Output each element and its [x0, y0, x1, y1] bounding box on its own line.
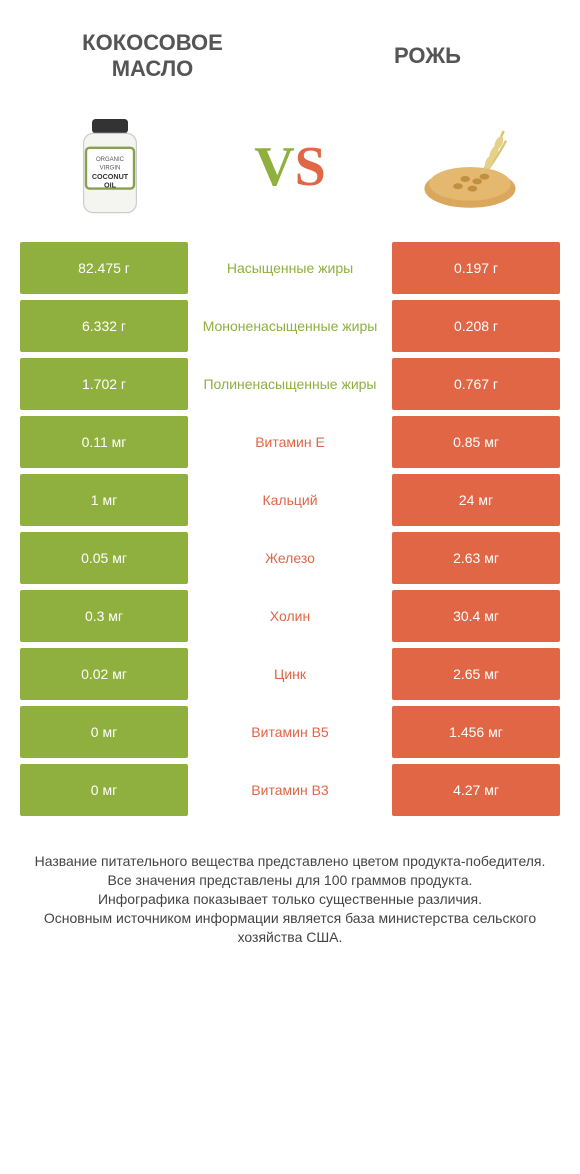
nutrient-label: Цинк: [188, 648, 392, 700]
svg-text:VIRGIN: VIRGIN: [100, 165, 121, 171]
left-product-title: Кокосовое масло: [40, 30, 265, 82]
rye-grain-icon: [410, 107, 530, 227]
table-row: 82.475 гНасыщенные жиры0.197 г: [20, 242, 560, 294]
right-value-cell: 1.456 мг: [392, 706, 560, 758]
footer-line: Все значения представлены для 100 граммо…: [30, 871, 550, 890]
table-row: 1.702 гПолиненасыщенные жиры0.767 г: [20, 358, 560, 410]
right-value-cell: 2.65 мг: [392, 648, 560, 700]
right-value-cell: 24 мг: [392, 474, 560, 526]
left-value-cell: 6.332 г: [20, 300, 188, 352]
coconut-oil-jar-icon: ORGANIC VIRGIN COCONUT OIL: [50, 107, 170, 227]
left-product-image: ORGANIC VIRGIN COCONUT OIL: [50, 107, 170, 227]
table-row: 0.11 мгВитамин E0.85 мг: [20, 416, 560, 468]
vs-s: S: [295, 136, 326, 198]
left-value-cell: 0.3 мг: [20, 590, 188, 642]
footer-line: Основным источником информации является …: [30, 909, 550, 947]
nutrient-label: Холин: [188, 590, 392, 642]
right-value-cell: 0.208 г: [392, 300, 560, 352]
footer-line: Инфографика показывает только существенн…: [30, 890, 550, 909]
table-row: 1 мгКальций24 мг: [20, 474, 560, 526]
comparison-table: 82.475 гНасыщенные жиры0.197 г 6.332 гМон…: [0, 242, 580, 816]
left-value-cell: 0 мг: [20, 706, 188, 758]
table-row: 0.05 мгЖелезо2.63 мг: [20, 532, 560, 584]
nutrient-label: Мононенасыщенные жиры: [188, 300, 392, 352]
right-value-cell: 0.197 г: [392, 242, 560, 294]
svg-text:OIL: OIL: [104, 180, 117, 189]
nutrient-label: Витамин B3: [188, 764, 392, 816]
left-value-cell: 0.02 мг: [20, 648, 188, 700]
svg-text:ORGANIC: ORGANIC: [96, 157, 125, 163]
right-value-cell: 30.4 мг: [392, 590, 560, 642]
nutrient-label: Железо: [188, 532, 392, 584]
table-row: 0 мгВитамин B34.27 мг: [20, 764, 560, 816]
left-value-cell: 0.05 мг: [20, 532, 188, 584]
footer-notes: Название питательного вещества представл…: [0, 822, 580, 946]
nutrient-label: Кальций: [188, 474, 392, 526]
left-value-cell: 82.475 г: [20, 242, 188, 294]
nutrient-label: Насыщенные жиры: [188, 242, 392, 294]
left-value-cell: 1 мг: [20, 474, 188, 526]
right-value-cell: 0.85 мг: [392, 416, 560, 468]
left-value-cell: 1.702 г: [20, 358, 188, 410]
right-value-cell: 4.27 мг: [392, 764, 560, 816]
right-value-cell: 2.63 мг: [392, 532, 560, 584]
vs-label: VS: [254, 135, 326, 199]
header: Кокосовое масло Рожь: [0, 0, 580, 92]
footer-line: Название питательного вещества представл…: [30, 852, 550, 871]
left-value-cell: 0.11 мг: [20, 416, 188, 468]
table-row: 0 мгВитамин B51.456 мг: [20, 706, 560, 758]
table-row: 0.3 мгХолин30.4 мг: [20, 590, 560, 642]
table-row: 6.332 гМононенасыщенные жиры0.208 г: [20, 300, 560, 352]
right-product-title: Рожь: [315, 43, 540, 69]
vs-v: V: [254, 136, 294, 198]
right-value-cell: 0.767 г: [392, 358, 560, 410]
nutrient-label: Полиненасыщенные жиры: [188, 358, 392, 410]
left-value-cell: 0 мг: [20, 764, 188, 816]
table-row: 0.02 мгЦинк2.65 мг: [20, 648, 560, 700]
nutrient-label: Витамин E: [188, 416, 392, 468]
right-product-image: [410, 107, 530, 227]
images-row: ORGANIC VIRGIN COCONUT OIL VS: [0, 92, 580, 242]
nutrient-label: Витамин B5: [188, 706, 392, 758]
